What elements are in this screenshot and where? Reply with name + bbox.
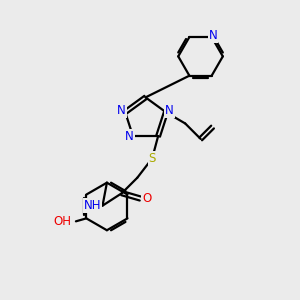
Text: O: O: [142, 192, 152, 205]
Text: N: N: [165, 104, 174, 117]
Text: OH: OH: [53, 215, 71, 228]
Text: S: S: [148, 152, 156, 165]
Text: N: N: [117, 104, 126, 117]
Text: N: N: [209, 29, 218, 42]
Text: N: N: [125, 130, 134, 142]
Text: NH: NH: [84, 199, 101, 212]
